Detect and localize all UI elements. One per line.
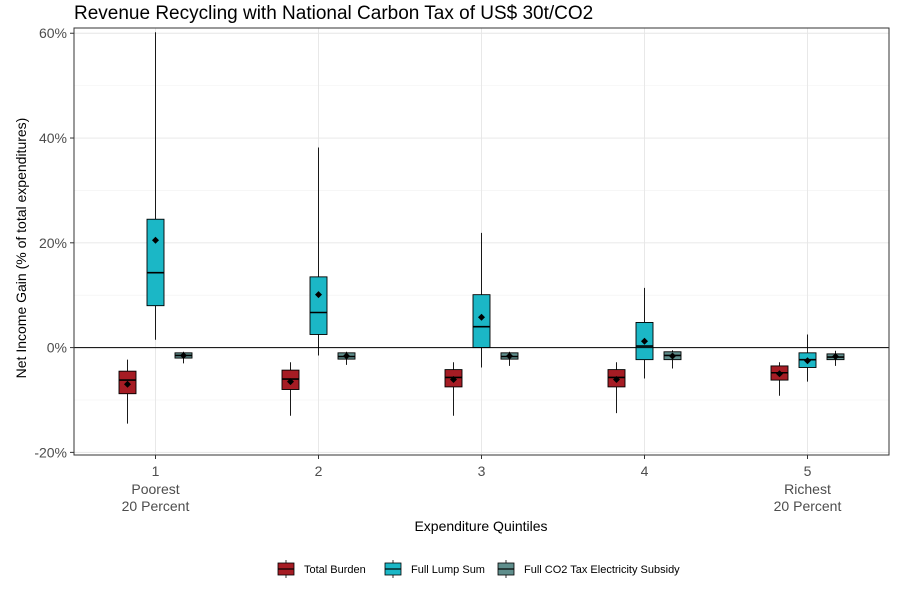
legend-item: Full CO2 Tax Electricity Subsidy bbox=[497, 560, 680, 578]
legend-item: Full Lump Sum bbox=[384, 560, 485, 578]
mean-marker bbox=[641, 337, 648, 345]
box-full-co2-tax-electricity-subsidy bbox=[500, 351, 519, 366]
box-full-lump-sum bbox=[309, 147, 328, 356]
x-tick-label: 2 bbox=[315, 463, 323, 479]
box-full-lump-sum bbox=[635, 287, 654, 379]
x-tick-sublabel: 20 Percent bbox=[122, 498, 190, 514]
y-tick-label: 0% bbox=[47, 340, 67, 356]
box-iqr bbox=[472, 294, 491, 349]
x-tick-sublabel: 20 Percent bbox=[774, 498, 842, 514]
mean-marker bbox=[124, 380, 131, 388]
box-total-burden bbox=[770, 362, 789, 396]
legend-label: Full Lump Sum bbox=[411, 564, 485, 576]
box-total-burden bbox=[281, 362, 300, 416]
box-iqr bbox=[309, 276, 328, 335]
x-tick-sublabel: Poorest bbox=[131, 481, 179, 497]
y-axis-title: Net Income Gain (% of total expenditures… bbox=[13, 118, 29, 379]
mean-marker bbox=[315, 291, 322, 299]
mean-marker bbox=[832, 353, 839, 361]
y-tick-label: -20% bbox=[34, 444, 67, 460]
x-tick-label: 4 bbox=[641, 463, 649, 479]
mean-marker bbox=[776, 370, 783, 378]
x-tick-sublabel: Richest bbox=[784, 481, 831, 497]
mean-marker bbox=[343, 352, 350, 360]
legend-label: Full CO2 Tax Electricity Subsidy bbox=[524, 564, 680, 576]
legend: Total Burden Full Lump Sum Full CO2 Tax El… bbox=[277, 560, 680, 578]
box-full-co2-tax-electricity-subsidy bbox=[337, 351, 356, 365]
x-tick-label: 1 bbox=[152, 463, 160, 479]
y-tick-label: 40% bbox=[39, 130, 67, 146]
legend-item: Total Burden bbox=[277, 560, 366, 578]
box-full-co2-tax-electricity-subsidy bbox=[663, 350, 682, 369]
box-total-burden bbox=[118, 359, 137, 424]
mean-marker bbox=[180, 351, 187, 359]
box-full-co2-tax-electricity-subsidy bbox=[826, 350, 845, 366]
y-tick-label: 60% bbox=[39, 25, 67, 41]
mean-marker bbox=[152, 236, 159, 244]
box-full-lump-sum bbox=[798, 334, 817, 382]
mean-marker bbox=[804, 357, 811, 365]
mean-marker bbox=[287, 378, 294, 386]
mean-marker bbox=[669, 352, 676, 360]
x-axis-title: Expenditure Quintiles bbox=[414, 518, 547, 534]
box-total-burden bbox=[444, 362, 463, 416]
box-full-co2-tax-electricity-subsidy bbox=[174, 351, 193, 364]
legend-label: Total Burden bbox=[304, 564, 366, 576]
box-iqr bbox=[146, 218, 165, 307]
data-layer bbox=[74, 32, 889, 424]
mean-marker bbox=[613, 376, 620, 384]
x-tick-label: 3 bbox=[478, 463, 486, 479]
box-full-lump-sum bbox=[146, 32, 165, 340]
y-tick-label: 20% bbox=[39, 235, 67, 251]
x-tick-label: 5 bbox=[804, 463, 812, 479]
box-total-burden bbox=[607, 362, 626, 414]
chart-title: Revenue Recycling with National Carbon T… bbox=[74, 3, 593, 24]
mean-marker bbox=[506, 352, 513, 360]
mean-marker bbox=[478, 313, 485, 321]
mean-marker bbox=[450, 376, 457, 384]
